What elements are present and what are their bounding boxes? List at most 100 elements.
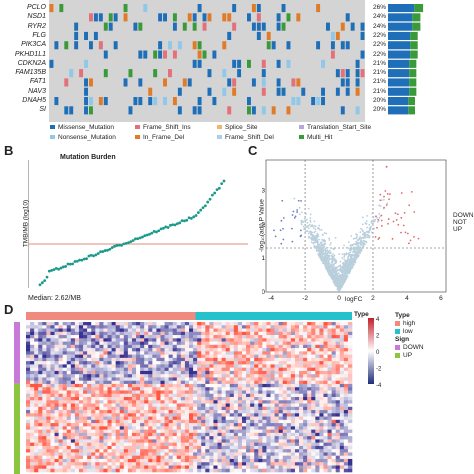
heatmap-cell (319, 325, 324, 329)
heatmap-cell (50, 380, 55, 385)
heatmap-cell (107, 344, 112, 349)
heatmap-cell (331, 400, 336, 404)
heatmap-cell (274, 416, 279, 421)
volcano-point-not (361, 245, 364, 248)
volcano-point-not (368, 230, 371, 232)
heatmap-cell (180, 341, 186, 346)
heatmap-cell (335, 335, 341, 339)
mutation-cell (64, 59, 69, 68)
heatmap-cell (319, 380, 324, 385)
tmb-point (215, 188, 219, 192)
heatmap-cell (54, 361, 59, 365)
volcano-point-not (349, 256, 352, 259)
heatmap-cell (307, 370, 312, 375)
heatmap-cell (294, 419, 300, 424)
heatmap-cell (127, 400, 133, 404)
heatmap-cell (189, 351, 194, 355)
heatmap-cell (229, 377, 235, 381)
heatmap-cell (343, 393, 349, 398)
heatmap-cell (303, 390, 308, 395)
heatmap-cell (315, 354, 320, 359)
heatmap-cell (91, 397, 96, 401)
heatmap-cell (250, 406, 255, 411)
heatmap-cell (107, 370, 112, 375)
heatmap-cell (258, 413, 263, 417)
heatmap-cell (111, 377, 116, 381)
mutation-cell (163, 97, 167, 106)
volcano-point-down (292, 210, 295, 213)
heatmap-cell (54, 364, 59, 368)
mutation-cell (251, 13, 256, 22)
heatmap-cell (266, 380, 271, 385)
heatmap-cell (95, 390, 100, 395)
volcano-point-not (359, 246, 361, 249)
heatmap-cell (131, 351, 137, 355)
volcano-point-not (334, 269, 337, 272)
mutation-cell (64, 50, 69, 59)
mutation-cell (251, 41, 256, 50)
heatmap-cell (290, 423, 296, 427)
heatmap-cell (311, 322, 316, 326)
heatmap-cell (311, 393, 316, 398)
heatmap-cell (278, 328, 284, 333)
heatmap-cell (274, 364, 279, 368)
mutation-cell (261, 97, 266, 106)
mutation-cell (143, 13, 148, 22)
heatmap-cell (258, 374, 263, 378)
heatmap-cell (119, 367, 125, 372)
volcano-point-up (408, 242, 410, 245)
mutation-cell (108, 97, 113, 106)
mutation-cell (321, 31, 325, 40)
heatmap-cell (70, 377, 76, 381)
mutation-cell (311, 59, 316, 68)
mutation-cell (108, 13, 113, 22)
heatmap-cell (87, 344, 92, 349)
heatmap-cell (176, 322, 182, 326)
heatmap-cell (184, 383, 190, 388)
mutation-cell (326, 87, 330, 96)
heatmap-cell (180, 377, 186, 381)
heatmap-cell (62, 413, 68, 417)
heatmap-cell (303, 348, 308, 352)
tmb-point (152, 230, 156, 233)
heatmap-cell (303, 328, 308, 333)
mutation-cell (291, 4, 296, 13)
heatmap-cell (168, 338, 173, 342)
heatmap-cell (58, 331, 63, 336)
heatmap-cell (180, 406, 186, 411)
heatmap-cell (140, 348, 145, 352)
heatmap-cell (180, 423, 186, 427)
heatmap-cell (136, 380, 141, 385)
volcano-point-not (386, 202, 389, 205)
volcano-point-not (338, 265, 340, 268)
heatmap-cell (34, 397, 39, 401)
heatmap-cell (62, 393, 68, 398)
heatmap-cell (184, 370, 190, 375)
heatmap-cell (46, 393, 51, 398)
volcano-point-up (389, 193, 391, 195)
heatmap-cell (168, 413, 173, 417)
heatmap-cell (319, 354, 324, 359)
tmb-point (222, 179, 226, 183)
mutation-cell (340, 69, 345, 78)
heatmap-cell (225, 335, 231, 339)
heatmap-cell (42, 410, 47, 414)
heatmap-cell (58, 354, 63, 359)
heatmap-cell (58, 325, 63, 329)
heatmap-cell (315, 400, 320, 404)
heatmap-cell (209, 322, 214, 326)
volcano-point-not (311, 239, 313, 241)
mutation-cell (237, 106, 242, 115)
mutation-cell (143, 41, 148, 50)
heatmap-cell (262, 364, 267, 368)
heatmap-cell (78, 377, 84, 381)
heatmap-cell (278, 374, 284, 378)
heatmap-cell (299, 357, 304, 362)
heatmap-cell (136, 419, 141, 424)
volcano-point-not (341, 285, 343, 288)
mutation-cell (207, 13, 212, 22)
heatmap-cell (197, 341, 202, 346)
mutation-cell (158, 41, 163, 50)
heatmap-cell (74, 341, 80, 346)
heatmap-cell (54, 335, 59, 339)
